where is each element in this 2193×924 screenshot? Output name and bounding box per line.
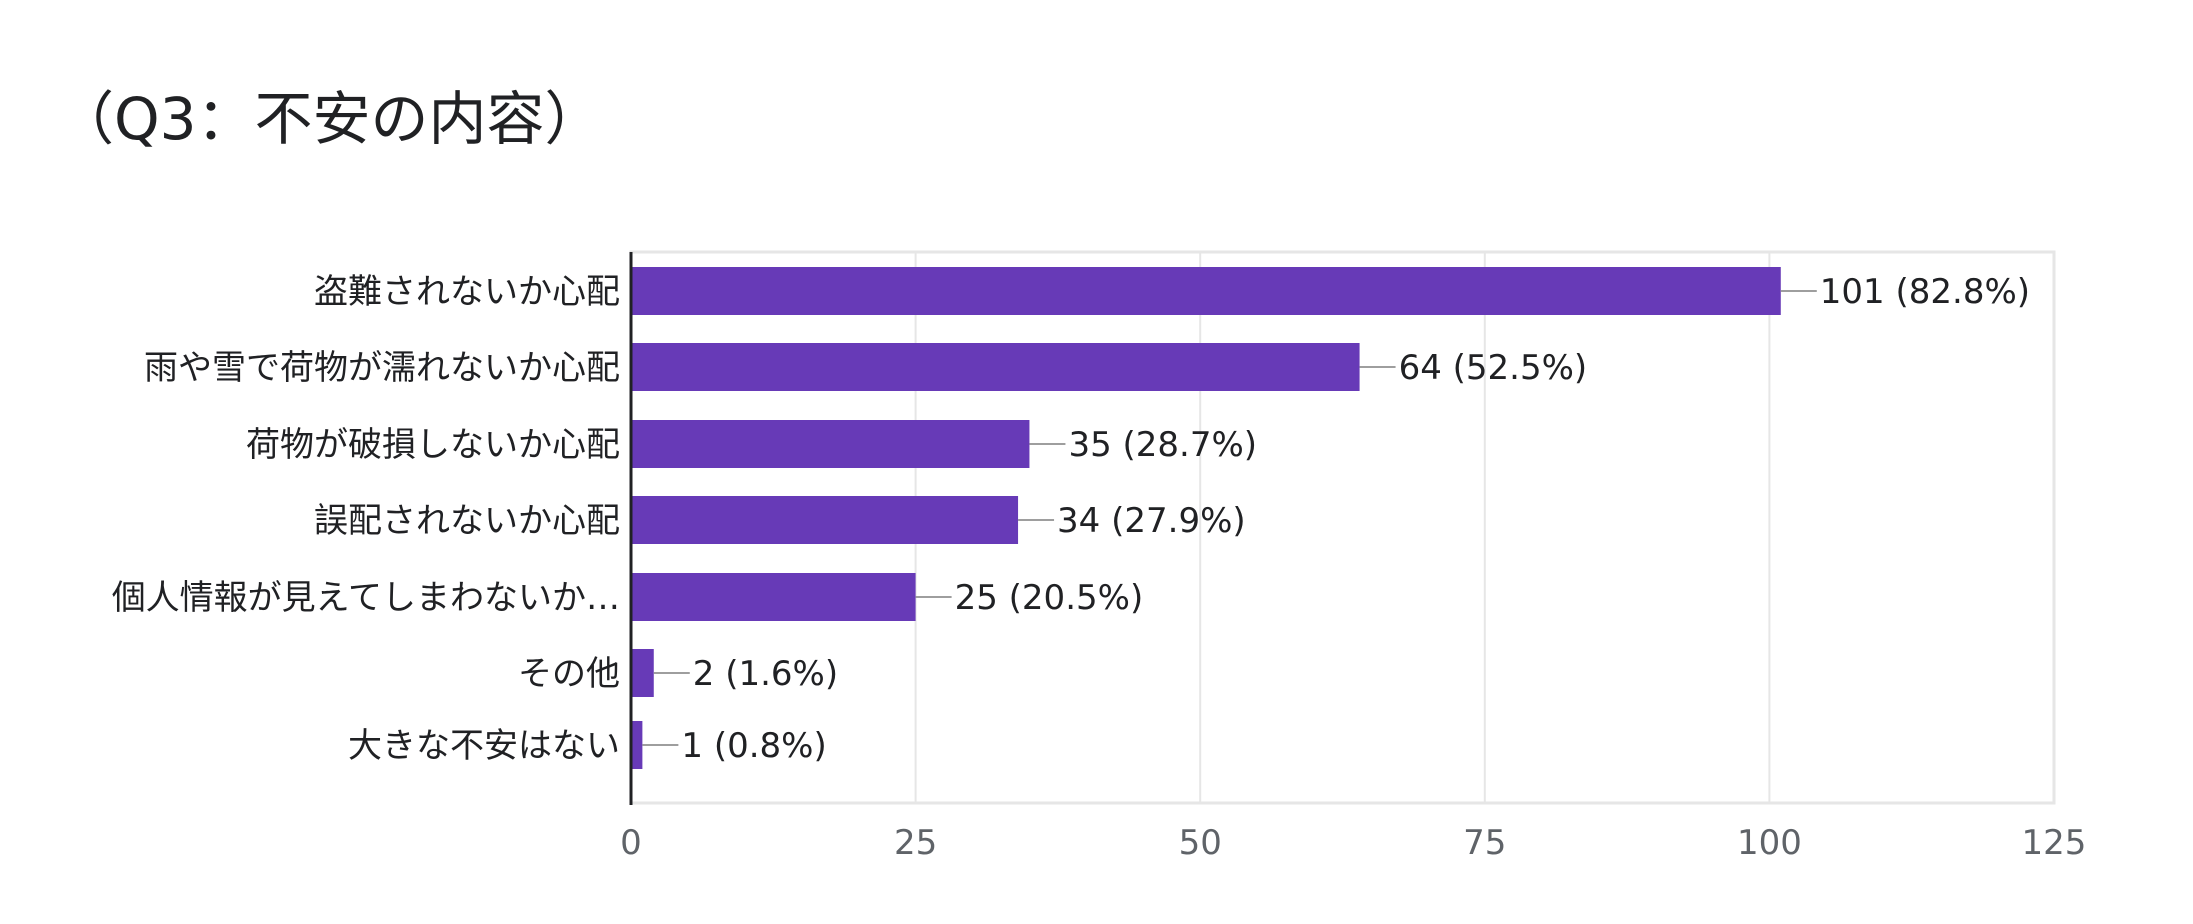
category-label: 大きな不安はない [348,726,620,766]
data-label: 34 (27.9%) [1057,501,1246,541]
bar [631,573,916,621]
x-tick-label: 0 [620,823,642,863]
bar [631,343,1360,391]
bar [631,496,1019,544]
category-label: その他 [518,654,620,694]
x-tick-label: 125 [2022,823,2087,863]
bar [631,649,654,697]
bar [631,420,1030,468]
data-label: 25 (20.5%) [955,578,1144,618]
bar [631,721,643,769]
bar [631,267,1781,315]
data-label: 35 (28.7%) [1068,425,1257,465]
category-label: 個人情報が見えてしまわないか… [112,578,620,618]
category-label: 盗難されないか心配 [314,272,620,312]
category-label: 荷物が破損しないか心配 [246,425,620,465]
x-tick-label: 25 [894,823,937,863]
x-tick-label: 75 [1463,823,1506,863]
chart-title: （Q3：不安の内容） [56,85,603,153]
x-tick-label: 50 [1179,823,1222,863]
data-label: 1 (0.8%) [681,726,826,766]
category-label: 誤配されないか心配 [314,501,620,541]
data-label: 2 (1.6%) [693,654,838,694]
data-label: 101 (82.8%) [1820,272,2030,312]
category-label: 雨や雪で荷物が濡れないか心配 [144,348,620,388]
x-tick-label: 100 [1737,823,1802,863]
data-label: 64 (52.5%) [1399,348,1588,388]
